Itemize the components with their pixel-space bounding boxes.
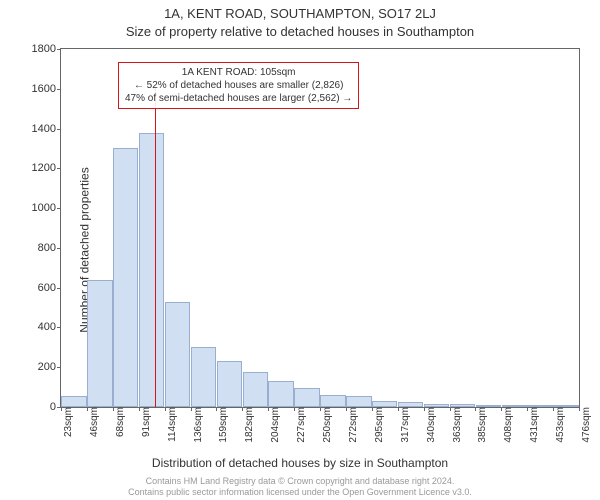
ytick-label: 1200 (16, 162, 61, 174)
bar (217, 361, 242, 407)
bar (320, 395, 345, 407)
ytick-label: 600 (16, 282, 61, 294)
annotation-box: 1A KENT ROAD: 105sqm← 52% of detached ho… (118, 62, 359, 109)
xtick-label: 295sqm (372, 407, 385, 443)
xtick-label: 385sqm (475, 407, 488, 443)
xtick-label: 272sqm (346, 407, 359, 443)
footer-line1: Contains HM Land Registry data © Crown c… (0, 476, 600, 487)
bar (139, 133, 164, 407)
xtick-label: 476sqm (579, 407, 592, 443)
xtick-label: 114sqm (165, 407, 178, 442)
xtick-label: 250sqm (320, 407, 333, 443)
annotation-line3: 47% of semi-detached houses are larger (… (125, 92, 352, 105)
chart-container: 1A, KENT ROAD, SOUTHAMPTON, SO17 2LJ Siz… (0, 0, 600, 500)
xtick-label: 182sqm (242, 407, 255, 443)
ytick-label: 400 (16, 321, 61, 333)
ytick-label: 200 (16, 361, 61, 373)
annotation-line2: ← 52% of detached houses are smaller (2,… (125, 79, 352, 92)
bar (87, 280, 112, 407)
bar (165, 302, 190, 407)
xtick-label: 453sqm (553, 407, 566, 443)
plot-area: 02004006008001000120014001600180023sqm46… (60, 48, 580, 408)
xtick-label: 408sqm (501, 407, 514, 443)
ytick-label: 1600 (16, 83, 61, 95)
xtick-label: 68sqm (113, 407, 126, 437)
bar (191, 347, 216, 407)
ytick-label: 1400 (16, 123, 61, 135)
xtick-label: 227sqm (294, 407, 307, 443)
ytick-label: 1000 (16, 202, 61, 214)
xtick-label: 136sqm (191, 407, 204, 443)
xtick-label: 340sqm (424, 407, 437, 443)
chart-title-line2: Size of property relative to detached ho… (0, 24, 600, 39)
ytick-label: 800 (16, 242, 61, 254)
xtick-label: 204sqm (268, 407, 281, 443)
bar (61, 396, 86, 407)
annotation-line1: 1A KENT ROAD: 105sqm (125, 66, 352, 79)
footer-line2: Contains public sector information licen… (0, 487, 600, 498)
xtick-label: 46sqm (87, 407, 100, 437)
bar (113, 148, 138, 407)
xtick-label: 363sqm (450, 407, 463, 443)
chart-title-line1: 1A, KENT ROAD, SOUTHAMPTON, SO17 2LJ (0, 6, 600, 21)
footer-text: Contains HM Land Registry data © Crown c… (0, 476, 600, 498)
ytick-label: 0 (16, 401, 61, 413)
bar (243, 372, 268, 407)
xtick-label: 23sqm (61, 407, 74, 437)
bar (346, 396, 371, 407)
reference-line (155, 87, 156, 407)
ytick-label: 1800 (16, 43, 61, 55)
bar (268, 381, 293, 407)
bar (294, 388, 319, 407)
xtick-label: 91sqm (139, 407, 152, 437)
xtick-label: 431sqm (527, 407, 540, 443)
xtick-label: 159sqm (216, 407, 229, 443)
xtick-label: 317sqm (398, 407, 411, 443)
x-axis-label: Distribution of detached houses by size … (0, 456, 600, 470)
